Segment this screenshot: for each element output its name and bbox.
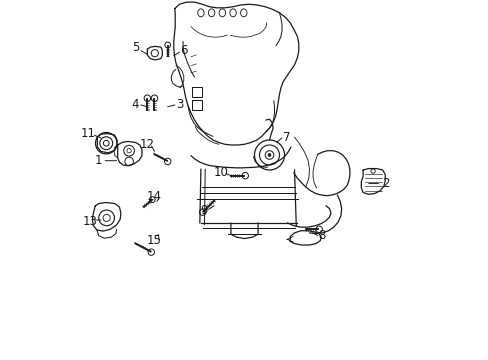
Text: 9: 9 xyxy=(201,204,208,217)
Text: 12: 12 xyxy=(140,139,155,152)
Text: 2: 2 xyxy=(381,177,388,190)
Text: 15: 15 xyxy=(147,234,162,247)
Text: 10: 10 xyxy=(213,166,228,179)
Text: 5: 5 xyxy=(132,41,139,54)
Text: 3: 3 xyxy=(176,99,183,112)
Text: 1: 1 xyxy=(94,154,102,167)
Text: 14: 14 xyxy=(147,190,162,203)
Text: 7: 7 xyxy=(283,131,290,144)
Text: 4: 4 xyxy=(132,99,139,112)
Text: 11: 11 xyxy=(81,127,95,140)
Text: 6: 6 xyxy=(180,44,187,57)
Text: 13: 13 xyxy=(82,215,98,228)
Circle shape xyxy=(267,154,270,157)
Text: 8: 8 xyxy=(318,229,325,242)
